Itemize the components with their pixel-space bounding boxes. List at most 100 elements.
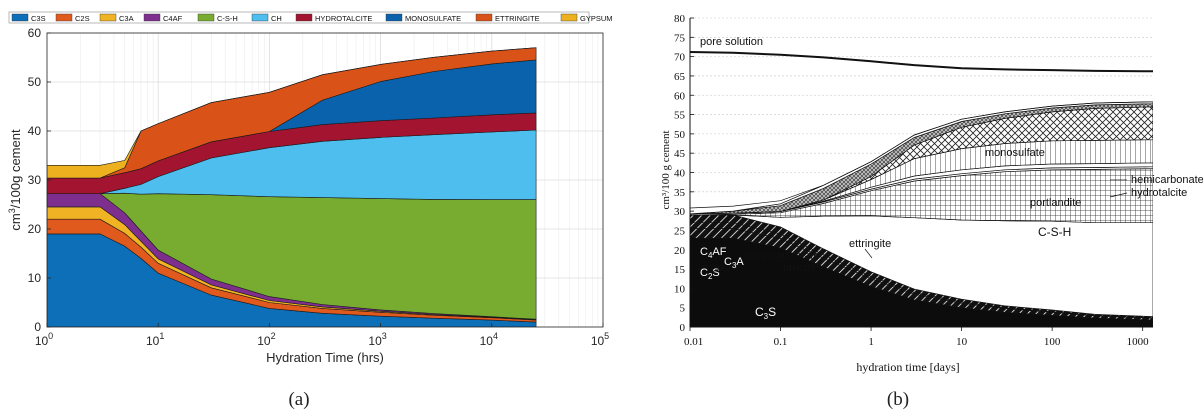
label-c2s: C2S — [700, 267, 720, 281]
y-tick-label: 0 — [680, 322, 686, 334]
legend-swatch — [11, 13, 29, 22]
y-tick-label: 40 — [28, 124, 42, 138]
legend-item-c-s-h: C-S-H — [197, 13, 238, 23]
x-tick-label: 100 — [1044, 336, 1061, 348]
legend-label: GYPSUM — [580, 14, 613, 23]
y-tick-label: 10 — [674, 283, 686, 295]
y-tick-label: 10 — [28, 271, 42, 285]
x-tick-label: 103 — [368, 331, 386, 348]
legend-swatch — [295, 13, 313, 22]
x-tick-label: 105 — [591, 331, 609, 348]
y-tick-label: 30 — [674, 206, 686, 218]
legend-item-hydrotalcite: HYDROTALCITE — [295, 13, 372, 23]
y-axis-label-b: cm³/100 g cement — [660, 130, 672, 209]
series-areas-a — [47, 47, 537, 327]
area-gypsum — [690, 101, 1153, 215]
y-tick-label: 40 — [674, 168, 686, 180]
y-axis-label-a: cm3/100g cement — [7, 129, 23, 231]
label-c3a: C3A — [724, 256, 744, 270]
y-tick-label: 50 — [674, 129, 686, 141]
legend-item-monosulfate: MONOSULFATE — [385, 13, 461, 23]
chart-b: 0 5 10 15 20 25 30 35 40 45 50 55 60 65 70 75 80 0.01 0.1… — [660, 13, 1203, 410]
legend-item-ch: CH — [251, 13, 282, 23]
label-c-s-h: C-S-H — [1038, 225, 1071, 239]
legend-label: CH — [271, 14, 282, 23]
y-tick-label: 70 — [674, 52, 686, 64]
y-tick-label: 60 — [674, 90, 686, 102]
x-tick-label: 0.1 — [774, 336, 788, 348]
pore-solution-line — [689, 51, 1154, 73]
x-tick-label: 10 — [956, 336, 968, 348]
x-tick-label: 102 — [257, 331, 275, 348]
label-c4af: C4AF — [700, 246, 727, 260]
x-tick-label: 101 — [146, 331, 164, 348]
area-gypsum — [47, 47, 537, 179]
legend-item-c3a: C3A — [99, 13, 134, 23]
legend-swatch — [197, 13, 215, 22]
y-tick-label: 65 — [674, 71, 686, 83]
y-tick-label: 35 — [674, 187, 686, 199]
x-tick-label: 1 — [868, 336, 874, 348]
legend-a: C3S C2S C3A C4AF C-S-H CH HYDROTALCITE MONOSULF… — [8, 11, 613, 24]
legend-swatch — [251, 13, 269, 22]
legend-item-gypsum: GYPSUM — [560, 13, 613, 23]
y-tick-label: 25 — [674, 225, 686, 237]
y-tick-label: 80 — [674, 13, 686, 25]
legend-label: C-S-H — [217, 14, 238, 23]
label-monosulfate: monosulfate — [985, 147, 1045, 159]
legend-label: HYDROTALCITE — [315, 14, 372, 23]
legend-label: ETTRINGITE — [495, 14, 540, 23]
legend-swatch — [560, 13, 578, 22]
label-gypsum: gypsum — [699, 262, 738, 274]
label-brucite: brucite — [783, 262, 816, 274]
y-tick-label: 45 — [674, 148, 686, 160]
y-tick-label: 75 — [674, 32, 686, 44]
leader-lines-b — [711, 179, 1128, 273]
x-axis-label-b: hydration time [days] — [856, 360, 959, 374]
legend-swatch — [385, 13, 403, 22]
y-tick-label: 50 — [28, 75, 42, 89]
y-tick-label: 20 — [674, 245, 686, 257]
y-tick-label: 60 — [28, 26, 42, 40]
legend-item-c4af: C4AF — [143, 13, 183, 23]
x-ticks-a: 100 101 102 103 104 105 — [35, 323, 609, 348]
label-hydrotalcite: hydrotalcite — [1131, 187, 1187, 199]
x-tick-label: 0.01 — [684, 336, 703, 348]
y-ticks-a: 0 10 20 30 40 50 60 — [28, 26, 51, 334]
x-tick-label: 100 — [35, 331, 53, 348]
legend-swatch — [143, 13, 161, 22]
y-ticks-b: 0 5 10 15 20 25 30 35 40 45 50 55 60 65 70 75 80 — [674, 13, 694, 334]
label-portlandite: portlandite — [1030, 197, 1081, 209]
label-c3s: C3S — [755, 305, 776, 321]
y-tick-label: 0 — [34, 320, 41, 334]
y-tick-label: 20 — [28, 222, 42, 236]
legend-item-c3s: C3S — [11, 13, 46, 23]
legend-item-ettringite: ETTRINGITE — [475, 13, 540, 23]
legend-label: C3S — [31, 14, 46, 23]
legend-label: C3A — [119, 14, 134, 23]
chart-a: C3S C2S C3A C4AF C-S-H CH HYDROTALCITE MONOSULF… — [7, 11, 613, 410]
legend-swatch — [475, 13, 493, 22]
pore-solution-label: pore solution — [700, 36, 763, 48]
y-tick-label: 55 — [674, 110, 686, 122]
legend-label: C4AF — [163, 14, 183, 23]
legend-label: MONOSULFATE — [405, 14, 461, 23]
legend-item-c2s: C2S — [55, 13, 90, 23]
phase-labels-b: pore solution gypsum monocarbonate bruci… — [699, 36, 1203, 321]
phase-areas-b — [690, 101, 1153, 327]
x-axis-label-a: Hydration Time (hrs) — [266, 350, 384, 365]
y-tick-label: 30 — [28, 173, 42, 187]
x-tick-label: 1000 — [1127, 336, 1150, 348]
legend-swatch — [55, 13, 73, 22]
legend-swatch — [99, 13, 117, 22]
panel-label-b: (b) — [887, 389, 909, 410]
x-ticks-b: 0.01 0.1 1 10 100 1000 — [684, 327, 1149, 348]
label-hemicarbonate: hemicarbonate — [1131, 174, 1203, 186]
label-ettringite: ettringite — [849, 238, 891, 250]
panel-label-a: (a) — [288, 389, 309, 410]
label-monocarbonate: monocarbonate — [743, 250, 819, 262]
y-tick-label: 5 — [680, 303, 686, 315]
x-tick-label: 104 — [480, 331, 498, 348]
y-tick-label: 15 — [674, 264, 686, 276]
